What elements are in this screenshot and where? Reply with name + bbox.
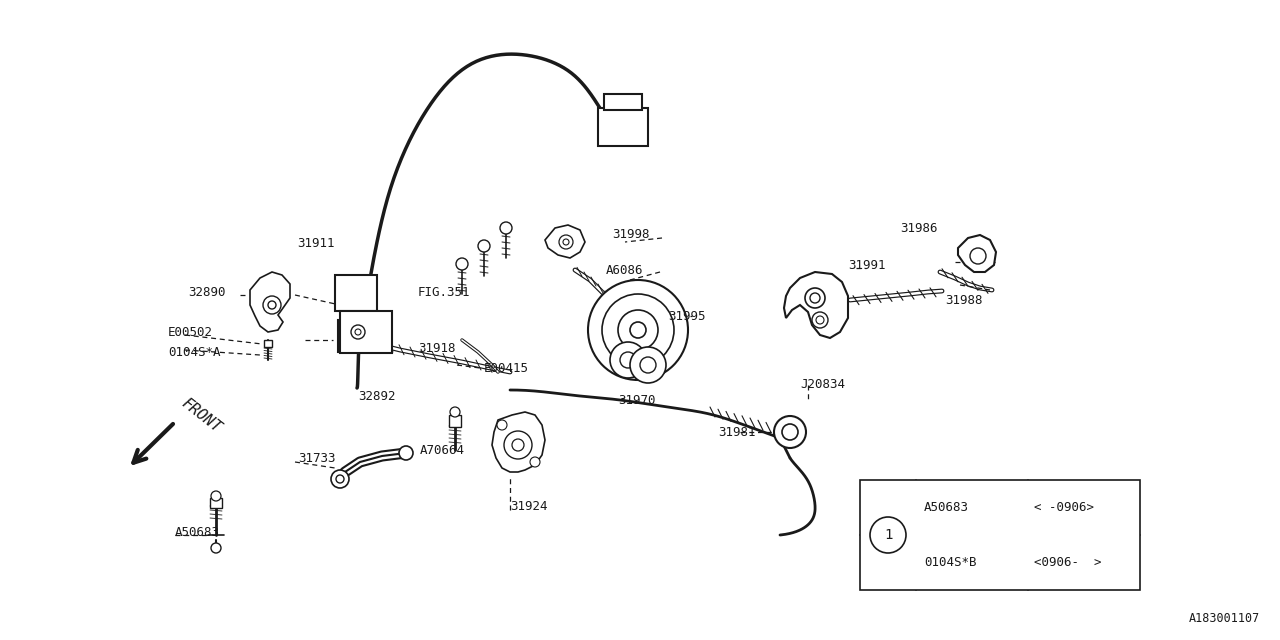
Text: 31924: 31924 bbox=[509, 499, 548, 513]
Circle shape bbox=[630, 347, 666, 383]
Bar bbox=[449, 415, 461, 427]
Bar bbox=[598, 108, 648, 146]
Text: A70664: A70664 bbox=[420, 444, 465, 456]
Circle shape bbox=[500, 222, 512, 234]
Circle shape bbox=[602, 294, 675, 366]
Text: J20834: J20834 bbox=[800, 378, 845, 390]
Circle shape bbox=[351, 325, 365, 339]
Circle shape bbox=[810, 293, 820, 303]
Circle shape bbox=[332, 470, 349, 488]
Text: A183001107: A183001107 bbox=[1189, 612, 1260, 625]
Text: FRONT: FRONT bbox=[178, 395, 223, 435]
Text: 31981: 31981 bbox=[718, 426, 755, 438]
Text: 31998: 31998 bbox=[612, 227, 649, 241]
Text: <0906-  >: <0906- > bbox=[1034, 556, 1102, 569]
Polygon shape bbox=[957, 235, 996, 272]
Circle shape bbox=[530, 457, 540, 467]
Circle shape bbox=[812, 312, 828, 328]
Circle shape bbox=[211, 543, 221, 553]
Circle shape bbox=[640, 357, 657, 373]
Circle shape bbox=[563, 239, 570, 245]
Text: 31918: 31918 bbox=[419, 342, 456, 355]
Text: 31911: 31911 bbox=[297, 237, 334, 250]
Polygon shape bbox=[492, 412, 545, 472]
Circle shape bbox=[630, 322, 646, 338]
Text: 31986: 31986 bbox=[900, 221, 937, 234]
Polygon shape bbox=[250, 272, 291, 332]
Bar bbox=[340, 311, 392, 353]
Bar bbox=[210, 498, 221, 508]
Polygon shape bbox=[783, 272, 849, 338]
Circle shape bbox=[782, 424, 797, 440]
Text: 0104S*B: 0104S*B bbox=[924, 556, 977, 569]
Circle shape bbox=[970, 248, 986, 264]
Circle shape bbox=[262, 296, 282, 314]
Circle shape bbox=[512, 439, 524, 451]
Polygon shape bbox=[545, 225, 585, 258]
Circle shape bbox=[805, 288, 826, 308]
Bar bbox=[860, 480, 1140, 590]
Circle shape bbox=[268, 301, 276, 309]
Circle shape bbox=[620, 352, 636, 368]
Bar bbox=[264, 340, 273, 347]
Circle shape bbox=[618, 310, 658, 350]
Circle shape bbox=[451, 407, 460, 417]
Text: 31995: 31995 bbox=[668, 310, 705, 323]
Circle shape bbox=[588, 280, 689, 380]
Circle shape bbox=[504, 431, 532, 459]
Text: 31991: 31991 bbox=[849, 259, 886, 271]
Text: 31733: 31733 bbox=[298, 451, 335, 465]
Text: FIG.351: FIG.351 bbox=[419, 285, 471, 298]
Bar bbox=[343, 316, 371, 322]
Circle shape bbox=[211, 491, 221, 501]
Text: A50683: A50683 bbox=[175, 525, 220, 538]
Circle shape bbox=[456, 258, 468, 270]
Text: A6086: A6086 bbox=[605, 264, 644, 276]
Circle shape bbox=[477, 240, 490, 252]
Text: E00415: E00415 bbox=[484, 362, 529, 374]
Text: 1: 1 bbox=[883, 528, 892, 542]
Text: 0104S*A: 0104S*A bbox=[168, 346, 220, 358]
Bar bbox=[335, 275, 378, 311]
Circle shape bbox=[774, 416, 806, 448]
Bar bbox=[604, 94, 643, 110]
Text: 32890: 32890 bbox=[188, 285, 225, 298]
Bar bbox=[338, 320, 376, 352]
Text: 32892: 32892 bbox=[358, 390, 396, 403]
Circle shape bbox=[355, 329, 361, 335]
Text: A50683: A50683 bbox=[924, 501, 969, 514]
Circle shape bbox=[399, 446, 413, 460]
Circle shape bbox=[335, 475, 344, 483]
Circle shape bbox=[870, 517, 906, 553]
Circle shape bbox=[559, 235, 573, 249]
Circle shape bbox=[497, 420, 507, 430]
Text: < -0906>: < -0906> bbox=[1034, 501, 1094, 514]
Circle shape bbox=[817, 316, 824, 324]
Text: E00502: E00502 bbox=[168, 326, 212, 339]
Text: 31970: 31970 bbox=[618, 394, 655, 406]
Circle shape bbox=[611, 342, 646, 378]
Text: 31988: 31988 bbox=[945, 294, 983, 307]
